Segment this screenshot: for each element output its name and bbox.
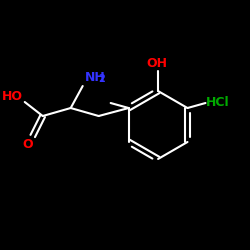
Text: OH: OH — [146, 56, 168, 70]
Text: O: O — [22, 138, 33, 151]
Text: HO: HO — [2, 90, 23, 102]
Text: NH: NH — [85, 70, 105, 84]
Text: HCl: HCl — [206, 96, 230, 108]
Text: 2: 2 — [99, 74, 105, 84]
